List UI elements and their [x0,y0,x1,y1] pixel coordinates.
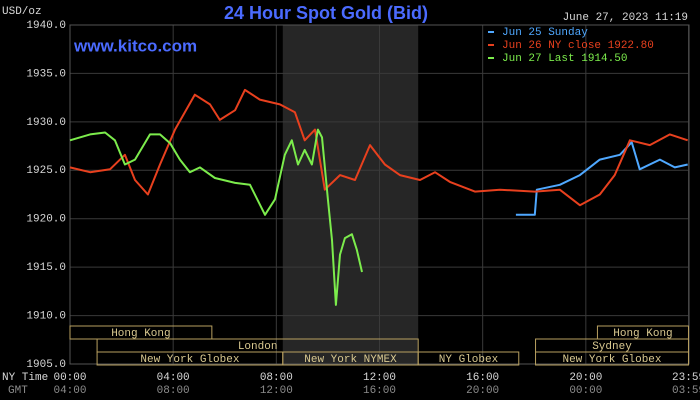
y-axis-label: USD/oz [2,6,42,18]
x-tick-label-gmt: 04:00 [53,385,86,397]
x-row-label: NY Time [2,372,48,384]
y-tick-label: 1935.0 [26,68,66,80]
session-label: Hong Kong [111,328,170,340]
legend-label: Jun 25 Sunday [502,27,588,39]
y-tick-label: 1930.0 [26,117,66,129]
legend-label: Jun 26 NY close 1922.80 [502,40,654,52]
y-tick-label: 1920.0 [26,214,66,226]
y-tick-label: 1910.0 [26,310,66,322]
x-tick-label: 08:00 [260,372,293,384]
session-bar [596,325,689,340]
x-tick-label-gmt: 08:00 [157,385,190,397]
x-tick-label-gmt: 12:00 [260,385,293,397]
series-line [69,128,363,306]
session-shade [282,25,419,364]
watermark: www.kitco.com [73,36,197,55]
session-label: Sydney [592,341,632,353]
x-tick-label: 04:00 [157,372,190,384]
plot-frame [69,24,690,365]
session-label: New York Globex [140,354,239,366]
session-label: London [238,341,278,353]
x-tick-label: 12:00 [363,372,396,384]
session-label: Hong Kong [613,328,672,340]
y-tick-label: 1905.0 [26,359,66,371]
x-tick-label: 16:00 [466,372,499,384]
x-row-label: GMT [8,385,28,397]
y-tick-label: 1915.0 [26,262,66,274]
y-tick-label: 1925.0 [26,165,66,177]
session-label: New York NYMEX [304,354,397,366]
session-bar [417,351,520,366]
x-tick-label: 20:00 [569,372,602,384]
series-line [515,141,688,216]
chart-title: 24 Hour Spot Gold (Bid) [224,3,428,23]
y-tick-label: 1940.0 [26,20,66,32]
x-tick-label-gmt: 03:59 [672,385,700,397]
x-tick-label-gmt: 16:00 [363,385,396,397]
timestamp: June 27, 2023 11:19 [563,12,688,24]
legend-label: Jun 27 Last 1914.50 [502,53,627,65]
session-bar [535,351,689,366]
series-line [69,88,689,207]
x-tick-label-gmt: 20:00 [466,385,499,397]
x-tick-label: 23:59 [672,372,700,384]
session-label: New York Globex [562,354,661,366]
x-tick-label: 00:00 [53,372,86,384]
session-label: NY Globex [439,354,499,366]
x-tick-label-gmt: 00:00 [569,385,602,397]
